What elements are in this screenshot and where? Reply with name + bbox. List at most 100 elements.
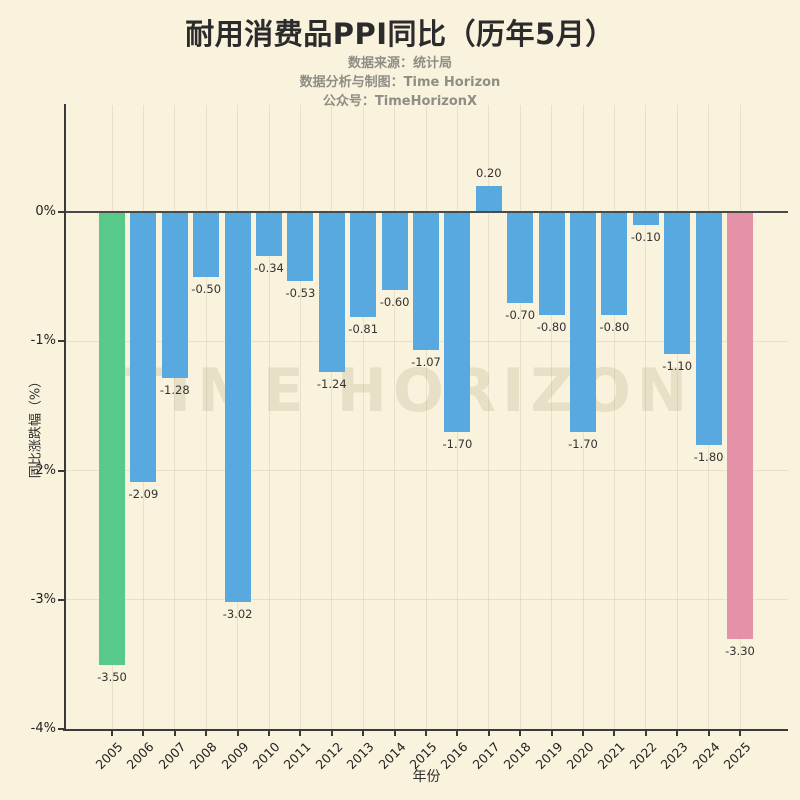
y-tick-label: 0% <box>35 204 56 219</box>
x-tick-mark <box>613 731 616 736</box>
y-tick-label: -2% <box>30 462 56 478</box>
bar-2024 <box>695 213 722 445</box>
x-tick-mark <box>456 731 459 736</box>
y-tick-mark <box>58 598 65 601</box>
bar-2012 <box>318 213 345 373</box>
bar-value-2005: -3.50 <box>97 669 127 684</box>
bar-2009 <box>224 213 251 603</box>
y-tick-mark <box>58 340 65 343</box>
bar-value-2019: -0.80 <box>536 320 567 335</box>
bar-value-2016: -1.70 <box>442 436 473 451</box>
x-tick-mark <box>582 731 584 736</box>
v-gridline <box>299 105 301 729</box>
y-tick-mark <box>58 469 65 472</box>
bar-value-2009: -3.02 <box>222 607 253 622</box>
x-tick-mark <box>362 731 365 736</box>
bar-value-2024: -1.80 <box>693 449 724 464</box>
x-tick-mark <box>676 731 679 736</box>
y-tick-label: -3% <box>30 591 56 607</box>
bar-value-2017: 0.20 <box>475 166 502 181</box>
x-axis-line <box>63 729 788 731</box>
x-tick-mark <box>142 731 145 736</box>
x-tick-mark <box>487 731 490 736</box>
v-gridline <box>613 105 615 729</box>
y-tick-mark <box>58 728 65 731</box>
bar-2008 <box>193 213 220 277</box>
y-tick-mark <box>58 211 65 213</box>
bar-2011 <box>287 213 314 281</box>
bar-value-2022: -0.10 <box>630 229 661 244</box>
bar-2025 <box>727 213 753 639</box>
h-gridline <box>65 599 788 601</box>
bar-value-2007: -1.28 <box>159 382 190 397</box>
v-gridline <box>205 105 207 729</box>
bar-value-2010: -0.34 <box>254 260 284 275</box>
zero-baseline <box>65 211 788 213</box>
bar-2023 <box>664 213 691 355</box>
bar-2007 <box>161 213 188 378</box>
x-tick-mark <box>425 731 427 736</box>
bar-2013 <box>350 213 377 317</box>
subtitle-account: 公众号：TimeHorizonX <box>322 94 478 109</box>
v-gridline <box>519 105 521 729</box>
bar-value-2015: -1.07 <box>411 355 441 370</box>
bar-value-2014: -0.60 <box>379 294 410 309</box>
bar-2015 <box>413 213 439 351</box>
h-gridline <box>65 470 788 472</box>
bar-2014 <box>381 213 408 290</box>
chart-title: 耐用消费品PPI同比（历年5月） <box>185 17 615 51</box>
v-gridline <box>488 105 490 729</box>
x-tick-mark <box>707 731 710 736</box>
x-tick-mark <box>173 731 176 736</box>
y-tick-label: -4% <box>30 721 56 737</box>
x-tick-mark <box>550 731 553 736</box>
x-tick-mark <box>739 731 741 736</box>
bar-2021 <box>601 213 628 316</box>
x-tick-mark <box>205 731 208 736</box>
bar-value-2012: -1.24 <box>316 377 347 392</box>
v-gridline <box>425 105 427 729</box>
y-axis-line <box>64 104 66 731</box>
bar-value-2025: -3.30 <box>725 643 755 658</box>
x-tick-mark <box>330 731 333 736</box>
x-tick-mark <box>111 731 113 736</box>
bar-2005 <box>99 213 125 665</box>
bar-value-2023: -1.10 <box>662 359 693 374</box>
bar-value-2006: -2.09 <box>128 487 159 502</box>
v-gridline <box>551 105 553 729</box>
bar-2010 <box>256 213 282 256</box>
v-gridline <box>331 105 333 729</box>
x-tick-mark <box>268 731 270 736</box>
bar-2020 <box>570 213 596 432</box>
bar-2016 <box>444 213 471 432</box>
bar-2006 <box>130 213 157 483</box>
subtitle-source: 数据来源：统计局 <box>347 56 452 71</box>
x-tick-mark <box>299 731 302 736</box>
bar-value-2021: -0.80 <box>599 320 630 335</box>
v-gridline <box>394 105 396 729</box>
bar-value-2011: -0.53 <box>285 285 316 300</box>
x-tick-mark <box>393 731 396 736</box>
bar-value-2013: -0.81 <box>348 321 379 336</box>
v-gridline <box>645 105 647 729</box>
v-gridline <box>676 105 678 729</box>
chart-subtitle: 数据来源：统计局 数据分析与制图：Time Horizon 公众号：TimeHo… <box>0 54 800 111</box>
bar-2018 <box>507 213 534 303</box>
v-gridline <box>174 105 176 729</box>
x-axis-title: 年份 <box>412 769 441 785</box>
y-axis-title: 同比涨跌幅（%） <box>28 374 44 479</box>
x-tick-mark <box>644 731 647 736</box>
x-tick-mark <box>519 731 522 736</box>
bar-2017 <box>475 186 502 212</box>
v-gridline <box>362 105 364 729</box>
x-tick-mark <box>236 731 239 736</box>
bar-value-2008: -0.50 <box>191 281 222 296</box>
bar-value-2018: -0.70 <box>505 307 536 322</box>
y-tick-label: -1% <box>30 333 56 349</box>
bar-2022 <box>632 213 659 225</box>
bar-2019 <box>538 213 565 316</box>
v-gridline <box>268 105 270 729</box>
subtitle-author: 数据分析与制图：Time Horizon <box>299 75 501 90</box>
bar-value-2020: -1.70 <box>568 436 598 451</box>
